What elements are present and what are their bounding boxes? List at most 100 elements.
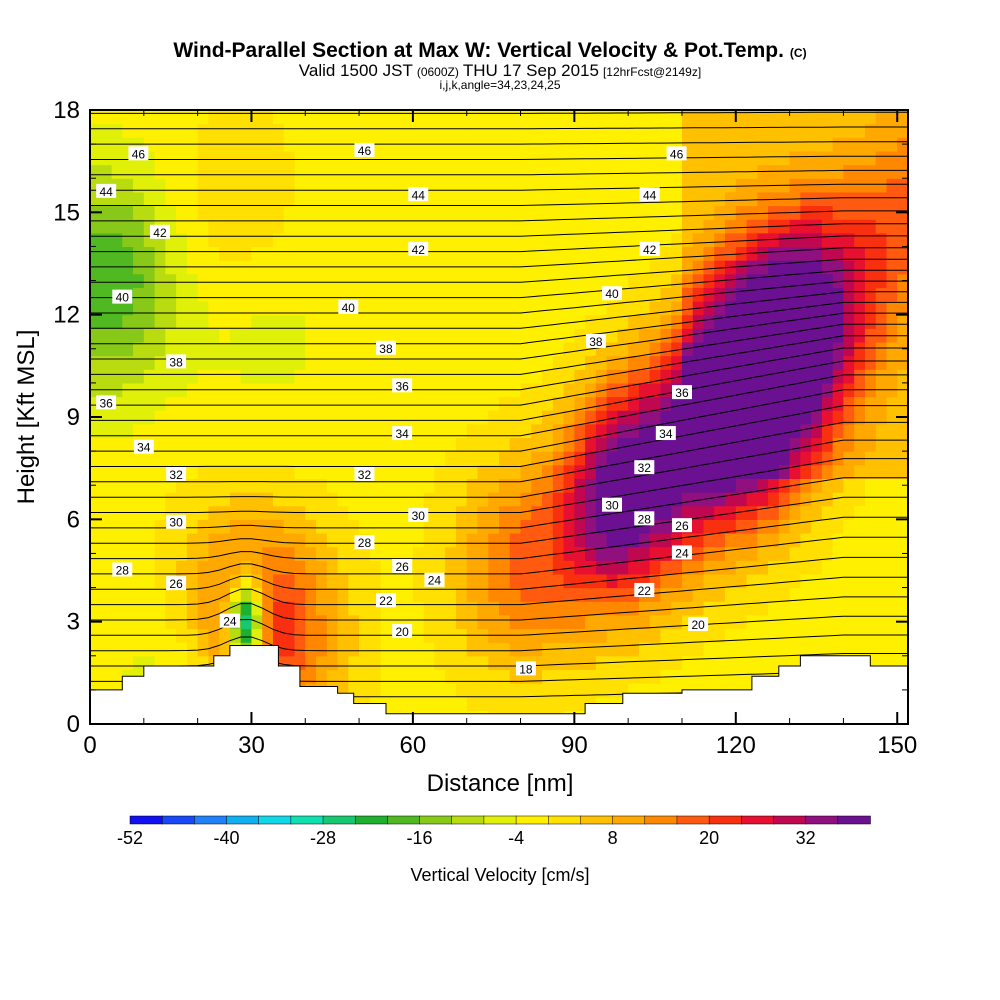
velocity-cell xyxy=(208,628,220,643)
velocity-cell xyxy=(520,519,532,534)
velocity-cell xyxy=(316,464,328,479)
velocity-cell xyxy=(725,410,737,425)
velocity-cell xyxy=(165,314,177,329)
velocity-cell xyxy=(143,355,156,370)
velocity-cell xyxy=(563,492,575,507)
velocity-cell xyxy=(423,642,436,657)
velocity-cell xyxy=(283,178,296,193)
velocity-cell xyxy=(326,532,339,548)
velocity-cell xyxy=(337,191,349,207)
velocity-cell xyxy=(563,273,575,288)
velocity-cell xyxy=(154,355,166,370)
velocity-cell xyxy=(789,410,801,425)
velocity-cell xyxy=(671,273,683,288)
svg-text:20: 20 xyxy=(691,618,705,632)
colorbar-swatch xyxy=(644,815,678,825)
velocity-cell xyxy=(531,355,543,370)
velocity-cell xyxy=(176,396,188,411)
velocity-cell xyxy=(348,669,360,684)
velocity-cell xyxy=(197,110,209,125)
velocity-cell xyxy=(509,328,522,343)
velocity-cell xyxy=(563,260,575,275)
velocity-cell xyxy=(800,260,812,275)
velocity-cell xyxy=(272,573,285,589)
colorbar-swatch xyxy=(451,815,485,825)
velocity-cell xyxy=(585,532,597,548)
velocity-cell xyxy=(531,505,543,520)
velocity-cell xyxy=(574,164,586,179)
velocity-cell xyxy=(509,601,522,616)
velocity-cell xyxy=(585,628,597,643)
velocity-cell xyxy=(369,205,382,220)
velocity-cell xyxy=(412,410,425,425)
velocity-cell xyxy=(229,314,242,329)
velocity-cell xyxy=(574,273,586,288)
velocity-cell xyxy=(499,273,511,288)
velocity-cell xyxy=(509,273,522,288)
velocity-cell xyxy=(617,178,629,193)
velocity-cell xyxy=(832,150,845,166)
velocity-cell xyxy=(499,191,511,207)
velocity-cell xyxy=(477,614,489,630)
velocity-cell xyxy=(509,150,522,166)
velocity-cell xyxy=(509,205,522,220)
velocity-cell xyxy=(778,355,791,370)
velocity-cell xyxy=(595,164,608,179)
velocity-cell xyxy=(854,437,866,452)
svg-text:42: 42 xyxy=(153,226,167,240)
velocity-cell xyxy=(165,273,177,288)
velocity-cell xyxy=(477,683,489,698)
velocity-cell xyxy=(219,642,231,657)
velocity-cell xyxy=(897,423,908,439)
colorbar-swatch xyxy=(837,815,871,825)
velocity-cell xyxy=(638,573,651,589)
velocity-cell xyxy=(294,123,306,138)
velocity-cell xyxy=(617,560,629,575)
velocity-cell xyxy=(466,519,479,534)
velocity-cell xyxy=(165,560,177,575)
velocity-cell xyxy=(208,328,220,343)
velocity-cell xyxy=(800,301,812,316)
velocity-cell xyxy=(154,451,166,466)
velocity-cell xyxy=(445,178,457,193)
velocity-cell xyxy=(789,587,801,602)
velocity-cell xyxy=(143,287,156,302)
velocity-cell xyxy=(272,191,285,207)
velocity-cell xyxy=(897,519,908,534)
velocity-cell xyxy=(445,478,457,493)
velocity-cell xyxy=(800,110,812,125)
velocity-cell xyxy=(552,478,565,493)
velocity-cell xyxy=(208,191,220,207)
velocity-cell xyxy=(369,246,382,261)
velocity-cell xyxy=(283,205,296,220)
velocity-cell xyxy=(240,110,253,125)
velocity-cell xyxy=(628,328,640,343)
velocity-cell xyxy=(165,246,177,261)
velocity-cell xyxy=(369,546,382,561)
velocity-cell xyxy=(638,369,651,384)
velocity-cell xyxy=(229,573,242,589)
velocity-cell xyxy=(423,369,436,384)
velocity-cell xyxy=(531,396,543,411)
velocity-cell xyxy=(778,164,791,179)
velocity-cell xyxy=(133,410,145,425)
velocity-cell xyxy=(208,478,220,493)
velocity-cell xyxy=(434,164,446,179)
velocity-cell xyxy=(606,628,618,643)
velocity-cell xyxy=(660,382,672,398)
velocity-cell xyxy=(897,110,908,125)
velocity-cell xyxy=(843,287,855,302)
velocity-cell xyxy=(165,587,177,602)
velocity-cell xyxy=(649,328,662,343)
velocity-cell xyxy=(638,669,651,684)
velocity-cell xyxy=(714,205,726,220)
velocity-cell xyxy=(703,178,715,193)
velocity-cell xyxy=(886,519,898,534)
velocity-cell xyxy=(434,369,446,384)
velocity-cell xyxy=(757,314,769,329)
velocity-cell xyxy=(219,532,231,548)
velocity-cell xyxy=(176,232,188,248)
velocity-cell xyxy=(520,178,532,193)
velocity-cell xyxy=(595,382,608,398)
velocity-cell xyxy=(681,423,694,439)
